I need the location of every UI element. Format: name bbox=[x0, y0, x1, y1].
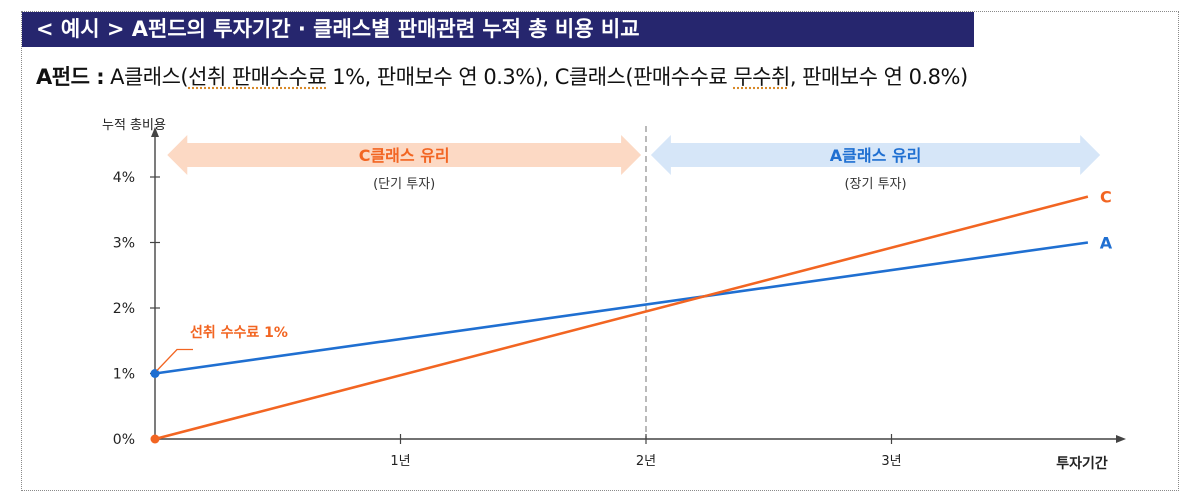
region-sublabel-0: (단기 투자) bbox=[373, 177, 435, 192]
x-axis-arrow bbox=[1116, 435, 1126, 443]
subtitle-part4: 무수취 bbox=[733, 65, 790, 89]
x-tick-label-1: 1년 bbox=[390, 454, 410, 469]
region-sublabel-1: (장기 투자) bbox=[844, 177, 906, 192]
region-arrow-1 bbox=[650, 135, 1101, 175]
y-tick-label-2: 2% bbox=[113, 301, 135, 317]
y-tick-label-4: 4% bbox=[113, 170, 135, 186]
subtitle-part2: 선취 판매수수료 bbox=[188, 65, 327, 89]
region-arrow-0 bbox=[167, 135, 642, 175]
x-tick-label-3: 3년 bbox=[881, 454, 901, 469]
page-title-text: < 예시 > A펀드의 투자기간 · 클래스별 판매관련 누적 총 비용 비교 bbox=[36, 17, 640, 41]
subtitle-part5: , 판매보수 연 0.8%) bbox=[789, 65, 968, 89]
x-axis-label: 투자기간 bbox=[1056, 455, 1108, 472]
subtitle-part3: 1%, 판매보수 연 0.3%), C클래스(판매수수료 bbox=[326, 65, 734, 89]
y-tick-label-1: 1% bbox=[113, 367, 135, 383]
y-tick-label-3: 3% bbox=[113, 236, 135, 252]
series-line-c bbox=[154, 195, 1089, 441]
series-marker-c bbox=[150, 434, 160, 444]
x-tick-label-2: 2년 bbox=[636, 454, 656, 469]
annotation-leader bbox=[156, 348, 193, 371]
series-line-a bbox=[154, 241, 1089, 375]
subtitle-part1: A클래스( bbox=[110, 65, 189, 89]
subtitle-lead: A펀드 : bbox=[36, 65, 105, 89]
figure-frame bbox=[21, 11, 1179, 491]
page-title: < 예시 > A펀드의 투자기간 · 클래스별 판매관련 누적 총 비용 비교 bbox=[22, 12, 974, 47]
y-axis-arrow bbox=[151, 127, 159, 137]
series-label-a: A bbox=[1100, 234, 1113, 253]
region-label-1: A클래스 유리 bbox=[830, 146, 922, 165]
series-label-c: C bbox=[1100, 188, 1112, 207]
series-marker-a bbox=[150, 369, 160, 378]
annotation-label: 선취 수수료 1% bbox=[190, 325, 288, 341]
y-tick-label-0: 0% bbox=[113, 432, 135, 448]
region-label-0: C클래스 유리 bbox=[359, 146, 450, 165]
chart-subtitle: A펀드 : A클래스(선취 판매수수료 1%, 판매보수 연 0.3%), C클래… bbox=[36, 61, 968, 91]
y-axis-label: 누적 총비용 bbox=[102, 118, 166, 133]
